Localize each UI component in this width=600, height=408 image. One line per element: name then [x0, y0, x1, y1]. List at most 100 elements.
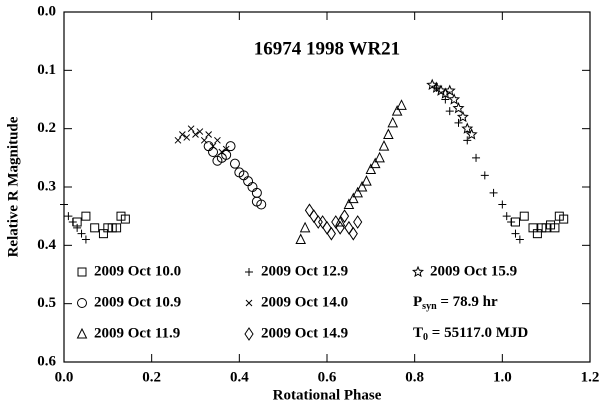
data-point — [439, 87, 452, 99]
data-point — [304, 203, 315, 218]
data-point — [335, 220, 345, 235]
legend-symbol — [412, 265, 424, 278]
data-point — [361, 175, 372, 186]
data-point — [365, 163, 377, 174]
legend-symbol — [76, 327, 88, 339]
data-point — [391, 105, 403, 116]
data-point — [463, 136, 472, 145]
data-point — [196, 128, 204, 135]
data-point — [243, 176, 254, 187]
data-point — [498, 200, 507, 209]
legend-symbol — [77, 267, 87, 277]
data-point — [222, 145, 230, 153]
y-tick-label: 0.0 — [37, 3, 56, 19]
annotation: Psyn = 78.9 hr — [413, 294, 498, 312]
data-point — [299, 221, 311, 233]
legend-label: 2009 Oct 15.9 — [430, 263, 517, 279]
data-point — [369, 157, 381, 169]
data-point — [456, 110, 469, 123]
data-point — [461, 122, 474, 134]
legend-label: 2009 Oct 10.9 — [94, 294, 181, 310]
data-point — [472, 153, 481, 162]
data-point — [489, 188, 498, 197]
data-point — [256, 199, 267, 210]
data-point — [313, 215, 323, 229]
data-point — [178, 131, 186, 138]
data-point — [480, 171, 489, 180]
data-point — [68, 218, 77, 226]
data-point — [64, 212, 73, 221]
data-point — [465, 128, 478, 140]
data-point — [208, 147, 219, 157]
data-point — [511, 229, 520, 238]
y-axis-label: Relative R Magnitude — [5, 116, 21, 257]
y-tick-label: 0.3 — [37, 178, 56, 194]
data-point — [550, 223, 560, 233]
data-point — [452, 101, 465, 114]
annotation-text: = 78.9 hr — [437, 294, 498, 310]
data-point — [347, 192, 359, 204]
data-point — [251, 187, 262, 198]
data-point — [343, 198, 355, 209]
data-point — [441, 95, 450, 104]
data-point — [352, 186, 363, 198]
y-tick-label: 0.6 — [37, 353, 56, 369]
data-point — [353, 215, 363, 229]
x-tick-label: 1.2 — [581, 369, 600, 385]
annotation-subscript: 0 — [423, 332, 428, 343]
data-point — [229, 158, 240, 169]
data-point — [396, 99, 407, 110]
data-point — [507, 218, 516, 226]
data-point — [454, 118, 463, 127]
data-point — [356, 180, 368, 192]
data-point — [225, 141, 236, 152]
chart-title: 16974 1998 WR21 — [254, 38, 400, 59]
data-point — [309, 209, 319, 224]
data-point — [378, 140, 390, 151]
data-point — [192, 131, 199, 138]
data-point — [559, 214, 569, 224]
legend-label: 2009 Oct 14.0 — [261, 294, 348, 310]
y-tick-label: 0.4 — [37, 237, 56, 253]
data-point — [448, 93, 461, 105]
data-point — [183, 134, 191, 141]
x-axis-label: Rotational Phase — [273, 387, 382, 403]
annotation-symbol: P — [413, 294, 422, 310]
data-point — [60, 200, 68, 209]
x-tick-label: 0.8 — [405, 369, 424, 385]
data-point — [218, 148, 226, 156]
data-point — [322, 220, 332, 235]
data-point — [209, 142, 217, 150]
data-point — [502, 212, 511, 221]
legend-symbol — [245, 268, 253, 276]
data-point — [73, 223, 82, 232]
data-point — [77, 229, 86, 238]
legend-symbol — [245, 299, 253, 307]
data-point — [203, 141, 214, 152]
data-point — [445, 107, 454, 116]
y-tick-label: 0.2 — [37, 120, 56, 136]
data-point — [515, 235, 524, 244]
legend-symbol — [244, 327, 254, 341]
data-point — [247, 182, 258, 192]
x-tick-label: 0.0 — [55, 369, 74, 385]
data-point — [200, 136, 208, 144]
y-tick-label: 0.5 — [37, 295, 56, 311]
data-point — [221, 149, 232, 160]
data-point — [81, 211, 91, 221]
x-tick-label: 0.4 — [230, 369, 249, 385]
y-tick-label: 0.1 — [37, 62, 56, 78]
data-point — [112, 223, 122, 233]
data-point — [120, 214, 130, 224]
data-point — [387, 116, 399, 128]
data-point — [374, 151, 385, 163]
data-point — [205, 131, 213, 138]
data-point — [383, 128, 394, 139]
data-point — [519, 211, 529, 221]
annotation-subscript: syn — [422, 301, 437, 312]
data-point — [214, 136, 221, 144]
data-point — [339, 209, 350, 224]
annotation-symbol: T — [413, 325, 423, 341]
data-point — [90, 223, 100, 233]
